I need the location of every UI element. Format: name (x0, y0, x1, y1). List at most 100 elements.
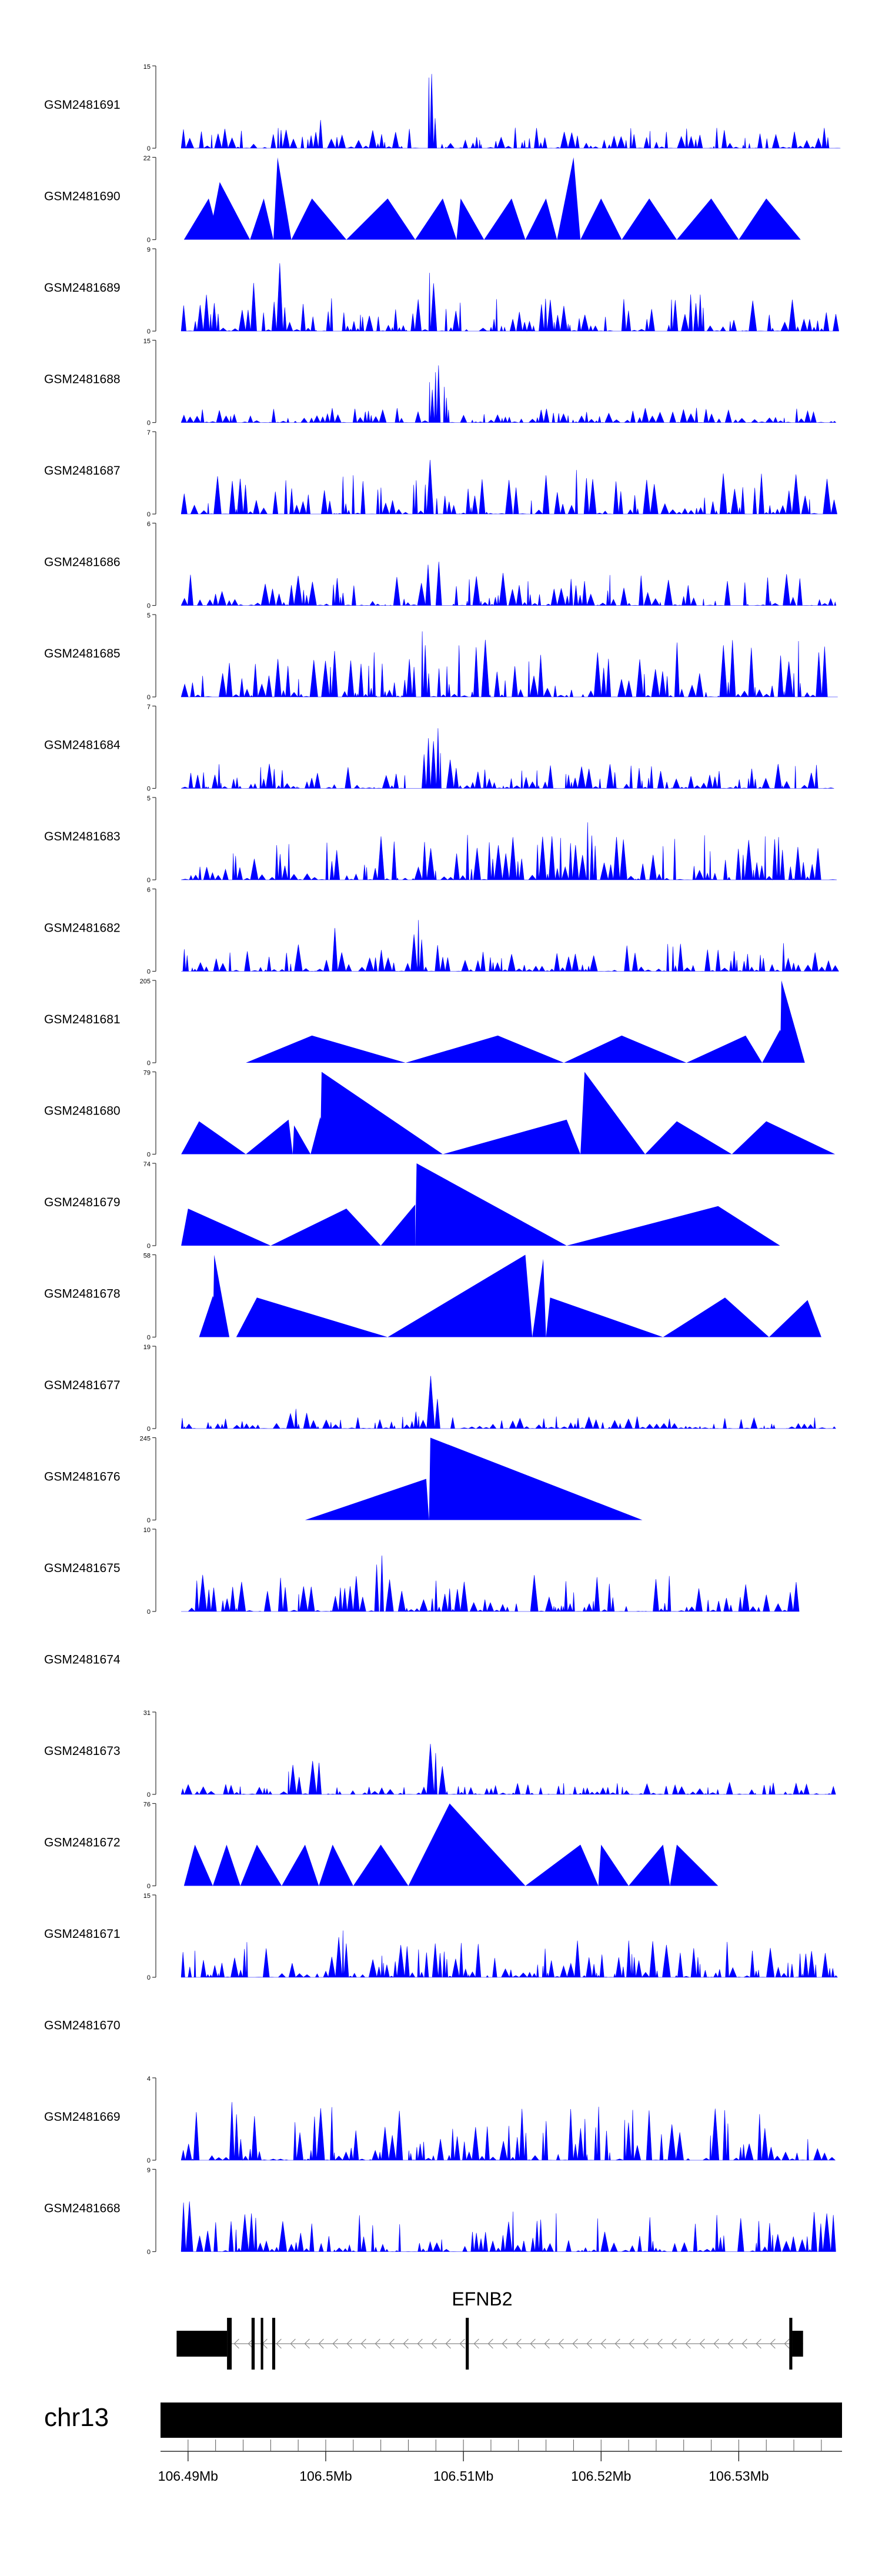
y-tick-label-min: 0 (147, 1517, 151, 1524)
coverage-peak (346, 198, 416, 240)
y-tick-label-max: 15 (143, 338, 151, 345)
track-GSM2481683: GSM2481683 5 0 (44, 795, 837, 884)
coverage-peak (236, 1297, 388, 1337)
y-tick-label-min: 0 (147, 877, 151, 884)
exon-block (789, 2318, 793, 2370)
track-GSM2481669: GSM2481669 4 0 (44, 2076, 836, 2164)
strand-arrow (487, 2338, 493, 2349)
gene-track: EFNB2 (176, 2288, 803, 2370)
y-tick-label-min: 0 (147, 603, 151, 610)
strand-arrow (276, 2338, 282, 2349)
coverage-signal (181, 1376, 836, 1430)
y-tick-label-max: 10 (143, 1527, 151, 1534)
strand-arrow (558, 2338, 564, 2349)
coverage-peak (645, 1121, 732, 1154)
track-GSM2481687: GSM2481687 7 0 (44, 429, 837, 518)
track-label: GSM2481674 (44, 1653, 121, 1667)
coverage-peak (305, 1479, 429, 1520)
coverage-peak (525, 1844, 599, 1886)
strand-arrow (784, 2338, 790, 2349)
coverage-peak (456, 198, 485, 240)
track-label: GSM2481672 (44, 1836, 121, 1850)
coverage-signal (181, 1555, 800, 1613)
coverage-peak (564, 1035, 687, 1063)
y-tick-label-max: 15 (143, 1893, 151, 1900)
utr-block (176, 2331, 228, 2357)
strand-arrow (713, 2338, 719, 2349)
strand-arrow (360, 2338, 366, 2349)
strand-arrow (403, 2338, 409, 2349)
y-tick-label-max: 205 (140, 978, 151, 985)
coverage-peak (532, 1259, 546, 1337)
y-tick-label-max: 76 (143, 1801, 151, 1808)
y-tick-label-min: 0 (147, 1334, 151, 1342)
coverage-peak (580, 1072, 646, 1154)
y-tick-label-min: 0 (147, 511, 151, 518)
coverage-peak (282, 1844, 319, 1886)
y-tick-label-min: 0 (147, 1426, 151, 1433)
track-GSM2481689: GSM2481689 9 0 (44, 246, 839, 335)
coverage-peak (769, 1300, 821, 1337)
track-GSM2481668: GSM2481668 9 0 (44, 2167, 836, 2256)
track-GSM2481690: GSM2481690 22 0 (44, 155, 801, 244)
coverage-peak (250, 198, 273, 240)
strand-arrow (530, 2338, 536, 2349)
coverage-signal (181, 74, 841, 149)
track-label: GSM2481679 (44, 1196, 121, 1209)
track-GSM2481681: GSM2481681 205 0 (44, 978, 805, 1067)
y-tick-label-max: 6 (147, 521, 151, 528)
coverage-peak (353, 1844, 409, 1886)
coverage-signal (181, 728, 834, 789)
track-label: GSM2481686 (44, 556, 121, 569)
coverage-signal (181, 631, 838, 698)
track-label: GSM2481678 (44, 1287, 121, 1301)
y-tick-label-max: 6 (147, 887, 151, 894)
y-tick-label-max: 9 (147, 2167, 151, 2174)
chromosome-label: chr13 (44, 2403, 109, 2432)
strand-arrow (741, 2338, 747, 2349)
coverage-signal (181, 459, 837, 515)
track-label: GSM2481676 (44, 1470, 121, 1484)
x-tick-label: 106.5Mb (299, 2468, 352, 2484)
y-tick-label-min: 0 (147, 237, 151, 244)
coverage-peak (663, 1297, 769, 1337)
coverage-peak (429, 1437, 643, 1520)
y-tick-label-min: 0 (147, 1152, 151, 1159)
strand-arrow (699, 2338, 705, 2349)
track-GSM2481671: GSM2481671 15 0 (44, 1893, 838, 1981)
exon-block (466, 2318, 469, 2370)
track-GSM2481677: GSM2481677 19 0 (44, 1344, 836, 1433)
coverage-peak (246, 1119, 293, 1154)
y-tick-label-min: 0 (147, 694, 151, 701)
y-tick-label-min: 0 (147, 1974, 151, 1981)
coverage-peak (686, 1035, 763, 1063)
track-GSM2481678: GSM2481678 58 0 (44, 1253, 821, 1342)
strand-arrow (304, 2338, 310, 2349)
track-label: GSM2481685 (44, 647, 121, 660)
coverage-signal (181, 822, 837, 881)
coverage-peak (546, 1297, 663, 1337)
strand-arrow (332, 2338, 338, 2349)
x-tick-label: 106.53Mb (709, 2468, 769, 2484)
track-GSM2481680: GSM2481680 79 0 (44, 1070, 836, 1159)
coverage-signal (181, 365, 837, 423)
coverage-signal (181, 263, 839, 332)
coverage-peak (181, 1121, 246, 1154)
coverage-peak (415, 198, 457, 240)
track-label: GSM2481677 (44, 1379, 121, 1392)
coverage-peak (212, 1254, 230, 1337)
coverage-signal (181, 1744, 836, 1796)
coverage-signal (181, 2201, 836, 2253)
exon-block (227, 2318, 232, 2370)
track-GSM2481672: GSM2481672 76 0 (44, 1801, 719, 1890)
strand-arrow (657, 2338, 663, 2349)
coverage-peak (387, 1254, 533, 1337)
y-tick-label-max: 9 (147, 246, 151, 253)
y-tick-label-max: 5 (147, 612, 151, 619)
strand-arrow (473, 2338, 479, 2349)
track-label: GSM2481689 (44, 281, 121, 295)
coverage-peak (566, 1206, 780, 1246)
strand-arrow (671, 2338, 677, 2349)
coverage-peak (598, 1844, 629, 1886)
